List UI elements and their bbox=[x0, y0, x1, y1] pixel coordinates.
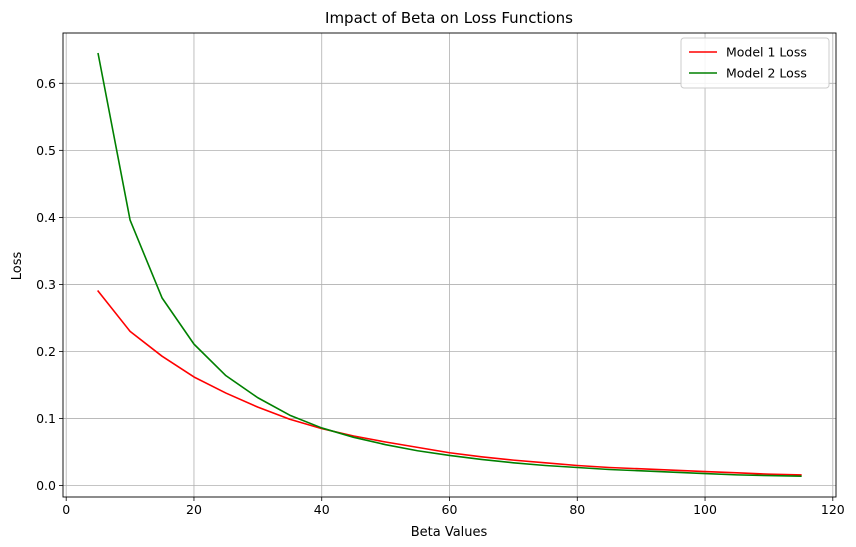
legend: Model 1 Loss Model 2 Loss bbox=[680, 37, 830, 89]
series-line-model-1 bbox=[97, 290, 802, 476]
grid-lines bbox=[63, 33, 836, 497]
y-axis-label: Loss bbox=[10, 252, 25, 281]
x-tick-label: 60 bbox=[442, 502, 458, 517]
legend-label: Model 2 Loss bbox=[726, 66, 807, 81]
chart-title: Impact of Beta on Loss Functions bbox=[325, 9, 573, 27]
y-tick-label: 0.3 bbox=[36, 277, 56, 292]
legend-box bbox=[680, 37, 830, 89]
x-axis-label: Beta Values bbox=[411, 525, 488, 540]
x-tick-label: 0 bbox=[62, 502, 70, 517]
y-tick-label: 0.2 bbox=[36, 344, 56, 359]
series-line-model-2 bbox=[97, 52, 802, 478]
y-tick-label: 0.1 bbox=[36, 411, 56, 426]
plot-frame bbox=[62, 32, 837, 498]
x-tick-label: 20 bbox=[186, 502, 202, 517]
y-tick-label: 0.5 bbox=[36, 143, 56, 158]
x-tick-label: 120 bbox=[821, 502, 845, 517]
x-tick-label: 40 bbox=[314, 502, 330, 517]
legend-label: Model 1 Loss bbox=[726, 45, 807, 60]
y-tick-label: 0.4 bbox=[36, 210, 56, 225]
series-lines bbox=[97, 52, 802, 478]
x-tick-label: 80 bbox=[569, 502, 585, 517]
x-tick-label: 100 bbox=[693, 502, 717, 517]
axis-ticks: 0 20 40 60 80 100 120 0.0 0.1 0.2 0.3 0.4 0.5 0.6 bbox=[36, 76, 845, 517]
y-tick-label: 0.6 bbox=[36, 76, 56, 91]
y-tick-label: 0.0 bbox=[36, 478, 56, 493]
